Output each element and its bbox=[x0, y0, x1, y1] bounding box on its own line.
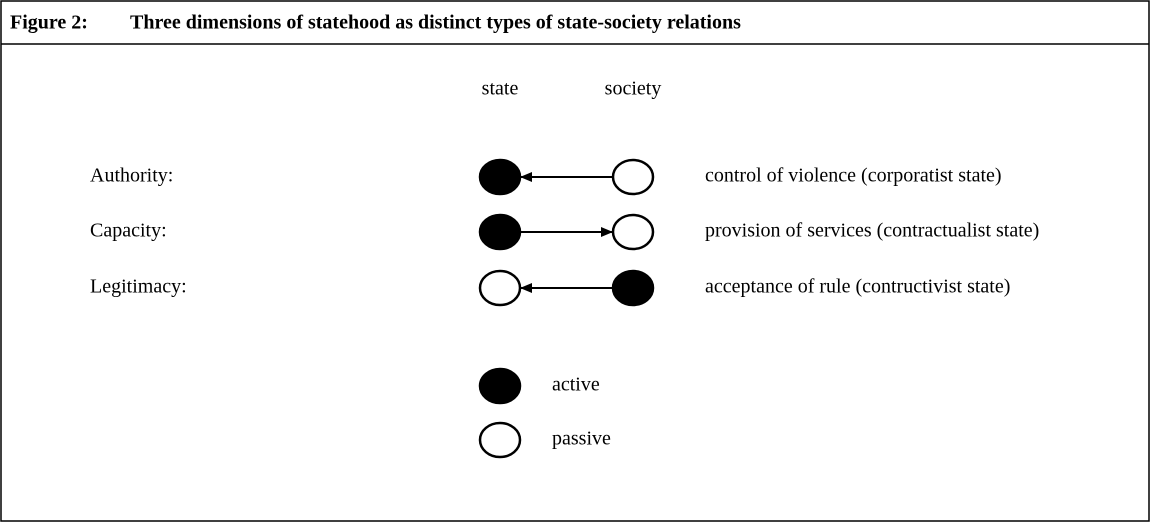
state-node bbox=[478, 269, 522, 307]
society-node bbox=[611, 158, 655, 196]
row-description: acceptance of rule (contructivist state) bbox=[705, 276, 1010, 298]
column-society: society bbox=[605, 78, 662, 100]
row-label: Legitimacy: bbox=[90, 276, 187, 298]
row-label: Authority: bbox=[90, 165, 173, 187]
legend-active: active bbox=[552, 374, 600, 396]
legend-active-symbol bbox=[478, 367, 522, 405]
figure-title: Three dimensions of statehood as distinc… bbox=[130, 12, 741, 34]
row-label: Capacity: bbox=[90, 220, 167, 242]
society-node bbox=[611, 213, 655, 251]
state-node bbox=[478, 213, 522, 251]
society-node bbox=[611, 269, 655, 307]
row-description: provision of services (contractualist st… bbox=[705, 220, 1039, 242]
legend-passive-symbol bbox=[478, 421, 522, 459]
row-description: control of violence (corporatist state) bbox=[705, 165, 1002, 187]
column-state: state bbox=[482, 78, 519, 100]
state-node bbox=[478, 158, 522, 196]
legend-passive: passive bbox=[552, 428, 611, 450]
figure-label: Figure 2: bbox=[10, 12, 88, 34]
